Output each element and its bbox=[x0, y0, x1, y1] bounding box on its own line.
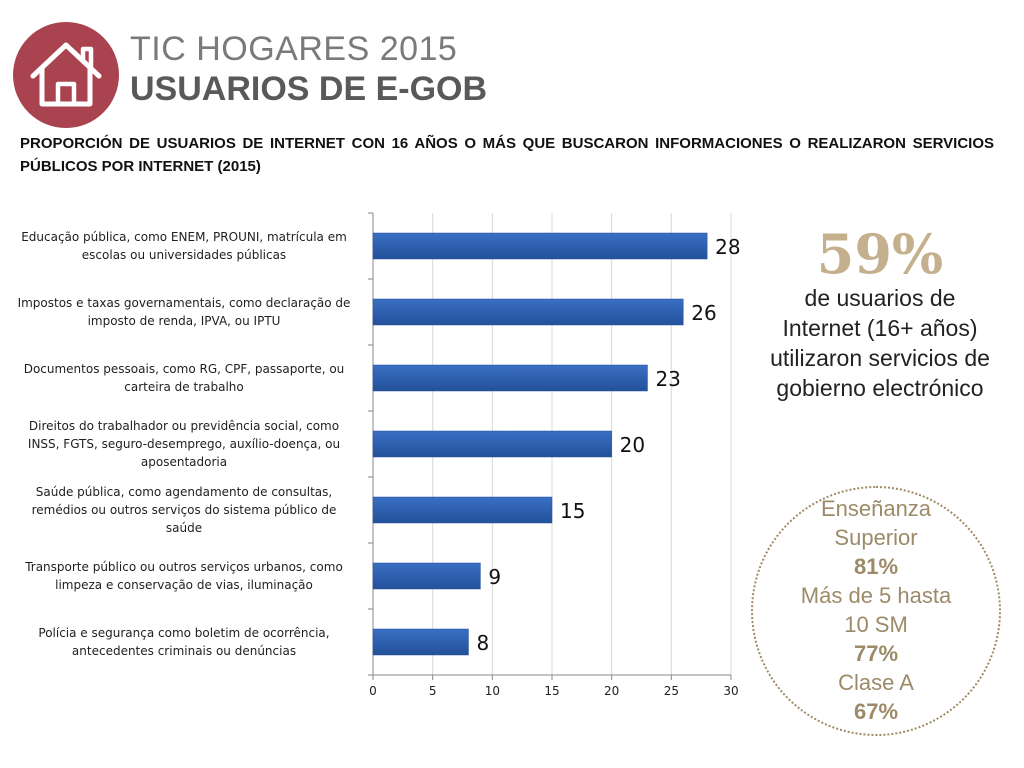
x-tick-label: 10 bbox=[485, 684, 500, 698]
category-label-line: remédios ou outros serviços do sistema p… bbox=[32, 503, 337, 517]
stat-description: de usuarios de Internet (16+ años) utili… bbox=[770, 285, 990, 401]
circle-value-10sm: 77% bbox=[853, 641, 899, 666]
logo bbox=[13, 22, 119, 128]
category-label-line: Transporte público ou outros serviços ur… bbox=[24, 560, 343, 574]
circle-value-clase-a: 67% bbox=[853, 699, 899, 724]
circle-value-superior: 81% bbox=[853, 554, 899, 579]
x-tick-label: 25 bbox=[664, 684, 679, 698]
x-tick-label: 5 bbox=[429, 684, 437, 698]
house-icon bbox=[13, 22, 119, 128]
highlight-circle-text: Enseñanza Superior 81% Más de 5 hasta 10… bbox=[751, 494, 1001, 726]
category-label-line: limpeza e conservação de vias, iluminaçã… bbox=[55, 578, 313, 592]
category-label: Saúde pública, como agendamento de consu… bbox=[32, 485, 337, 535]
data-label: 26 bbox=[691, 301, 716, 325]
bar bbox=[372, 628, 469, 656]
bar bbox=[372, 496, 553, 524]
circle-line-clase-a: Clase A bbox=[838, 670, 914, 695]
category-label-line: Direitos do trabalhador ou previdência s… bbox=[29, 419, 339, 433]
category-label: Documentos pessoais, como RG, CPF, passa… bbox=[24, 362, 345, 394]
data-label: 8 bbox=[476, 631, 489, 655]
data-label: 20 bbox=[620, 433, 645, 457]
bar bbox=[372, 430, 612, 458]
circle-line-mas-de-5: Más de 5 hasta bbox=[800, 583, 952, 608]
data-label: 23 bbox=[655, 367, 680, 391]
category-label: Transporte público ou outros serviços ur… bbox=[24, 560, 343, 592]
x-tick-label: 0 bbox=[369, 684, 377, 698]
circle-line-ensenanza: Enseñanza bbox=[820, 496, 932, 521]
x-tick-label: 15 bbox=[544, 684, 559, 698]
category-label-line: antecedentes criminais ou denúncias bbox=[72, 644, 296, 658]
circle-line-superior: Superior bbox=[834, 525, 918, 550]
highlight-circle bbox=[751, 486, 1001, 736]
page-subtitle-heading: USUARIOS DE E-GOB bbox=[130, 70, 488, 108]
category-label-line: Polícia e segurança como boletim de ocor… bbox=[38, 626, 329, 640]
data-label: 15 bbox=[560, 499, 585, 523]
bar bbox=[372, 562, 481, 590]
page-title: TIC HOGARES 2015 bbox=[130, 30, 458, 68]
x-tick-label: 30 bbox=[723, 684, 738, 698]
bar bbox=[372, 298, 684, 326]
category-label-line: Documentos pessoais, como RG, CPF, passa… bbox=[24, 362, 345, 376]
category-label: Polícia e segurança como boletim de ocor… bbox=[38, 626, 329, 658]
circle-line-10sm: 10 SM bbox=[844, 612, 908, 637]
category-label-line: Impostos e taxas governamentais, como de… bbox=[18, 296, 351, 310]
data-label: 28 bbox=[715, 235, 740, 259]
data-label: 9 bbox=[488, 565, 501, 589]
category-label-line: aposentadoria bbox=[141, 455, 227, 469]
category-label-line: saúde bbox=[166, 521, 202, 535]
stat-percent: 59% bbox=[816, 222, 944, 286]
bar bbox=[372, 364, 648, 392]
category-label: Direitos do trabalhador ou previdência s… bbox=[28, 419, 340, 469]
category-label-line: INSS, FGTS, seguro-desemprego, auxílio-d… bbox=[28, 437, 340, 451]
bar bbox=[372, 232, 708, 260]
category-label: Impostos e taxas governamentais, como de… bbox=[18, 296, 351, 328]
category-label-line: Educação pública, como ENEM, PROUNI, mat… bbox=[21, 230, 347, 244]
bar-chart: 0 5 10 15 20 25 30 28 Educação pública, como ENE… bbox=[18, 212, 741, 698]
chart-subtitle: PROPORCIÓN DE USUARIOS DE INTERNET CON 1… bbox=[20, 135, 994, 175]
category-label: Educação pública, como ENEM, PROUNI, mat… bbox=[21, 230, 347, 262]
category-label-line: Saúde pública, como agendamento de consu… bbox=[36, 485, 332, 499]
x-tick-label: 20 bbox=[604, 684, 619, 698]
category-label-line: imposto de renda, IPVA, ou IPTU bbox=[88, 314, 281, 328]
category-label-line: escolas ou universidades públicas bbox=[82, 248, 286, 262]
category-label-line: carteira de trabalho bbox=[124, 380, 243, 394]
